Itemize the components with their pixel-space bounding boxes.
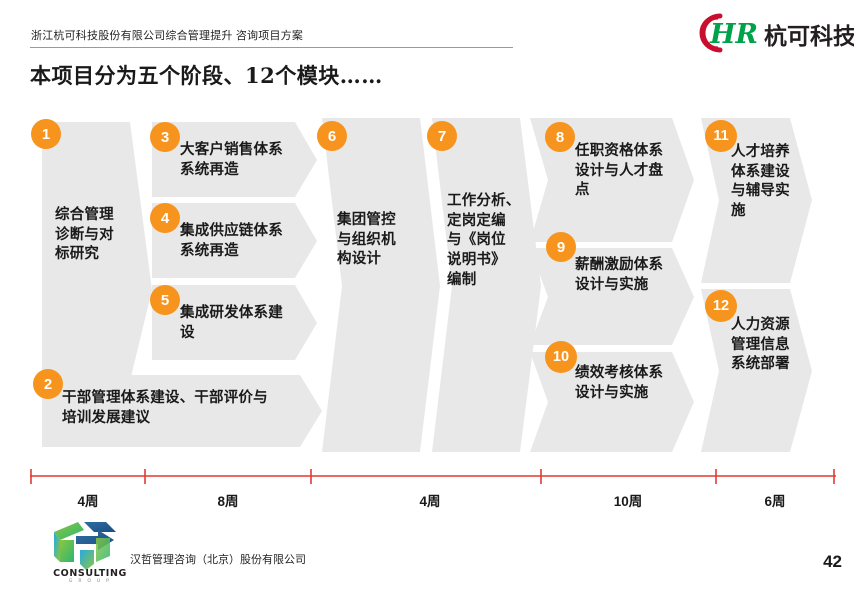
chevron-6: [322, 118, 440, 452]
label-module-4: 集成供应链体系 系统再造: [180, 223, 283, 259]
badge-module-5[interactable]: 5: [150, 285, 180, 315]
badge-module-2[interactable]: 2: [33, 369, 63, 399]
label-module-8: 任职资格体系 设计与人才盘 点: [575, 143, 664, 199]
chevron-1: [42, 122, 152, 381]
label-module-2: 干部管理体系建设、干部评价与 培训发展建议: [62, 390, 268, 426]
chevron-12: [701, 289, 812, 452]
timeline-axis: [30, 469, 836, 484]
timeline-label-3: 4周: [419, 494, 441, 509]
timeline-label-4: 10周: [613, 494, 643, 509]
footer-company: 汉哲管理咨询（北京）股份有限公司: [130, 554, 306, 566]
page-title: 本项目分为五个阶段、12个模块……: [30, 63, 383, 88]
chevron-3: [152, 122, 317, 197]
badge-module-11[interactable]: 11: [705, 120, 737, 152]
label-module-10: 绩效考核体系 设计与实施: [575, 365, 664, 401]
group-wordmark: G R O U P: [69, 578, 111, 582]
chevron-4: [152, 203, 317, 278]
consulting-group-logo: CONSULTING G R O U P: [40, 516, 140, 584]
chevron-9: [530, 248, 694, 345]
chevron-11: [701, 118, 812, 283]
timeline-label-2: 8周: [217, 494, 239, 509]
chevron-7: [432, 118, 541, 452]
svg-text:HR: HR: [709, 19, 758, 50]
chevron-2: [42, 375, 322, 447]
badge-module-12[interactable]: 12: [705, 290, 737, 322]
badge-module-3[interactable]: 3: [150, 122, 180, 152]
badge-module-4[interactable]: 4: [150, 203, 180, 233]
company-logo: HR 杭可科技: [684, 8, 854, 58]
badge-module-8[interactable]: 8: [545, 122, 575, 152]
chevron-8: [530, 118, 694, 242]
header-breadcrumb: 浙江杭可科技股份有限公司综合管理提升 咨询项目方案: [31, 30, 304, 42]
chevron-10: [530, 352, 694, 452]
label-module-1: 综合管理 诊断与对 标研究: [55, 207, 114, 263]
timeline-label-1: 4周: [77, 494, 99, 509]
badge-module-9[interactable]: 9: [546, 232, 576, 262]
badge-module-7[interactable]: 7: [427, 121, 457, 151]
label-module-11: 人才培养 体系建设 与辅导实 施: [731, 144, 790, 220]
badge-module-6[interactable]: 6: [317, 121, 347, 151]
timeline-label-5: 6周: [764, 494, 786, 509]
label-module-12: 人力资源 管理信息 系统部署: [731, 317, 790, 373]
consulting-wordmark: CONSULTING: [53, 568, 127, 579]
label-module-9: 薪酬激励体系 设计与实施: [575, 257, 664, 293]
label-module-6: 集团管控 与组织机 构设计: [337, 212, 396, 268]
label-module-5: 集成研发体系建 设: [180, 305, 283, 341]
badge-module-10[interactable]: 10: [545, 341, 577, 373]
page-number: 42: [823, 552, 842, 571]
chevron-5: [152, 285, 317, 360]
badge-module-1[interactable]: 1: [31, 119, 61, 149]
header-divider: [30, 47, 513, 48]
svg-text:杭可科技: 杭可科技: [764, 23, 854, 50]
label-module-3: 大客户销售体系 系统再造: [180, 142, 283, 178]
label-module-7: 工作分析、 定岗定编 与《岗位 说明书》 编制: [447, 193, 521, 288]
